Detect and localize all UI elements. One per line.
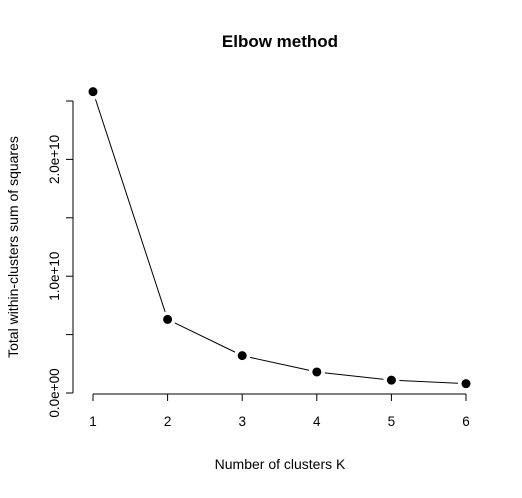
data-point — [88, 87, 98, 97]
axes: 1 2 3 4 5 6 0.0e+00 1.0e+10 2.0e+10 — [47, 100, 470, 429]
y-axis-label: Total within-clusters sum of squares — [5, 136, 21, 358]
x-tick-label: 4 — [313, 414, 321, 429]
x-tick-label: 6 — [462, 414, 470, 429]
x-tick-label: 1 — [89, 414, 97, 429]
series-layer — [88, 87, 471, 389]
data-point — [386, 375, 396, 385]
series-line-segment — [174, 322, 236, 353]
x-tick-label: 5 — [388, 414, 396, 429]
series-line-segment — [399, 380, 459, 384]
x-tick-label: 2 — [164, 414, 172, 429]
y-tick-label: 0.0e+00 — [47, 368, 62, 417]
x-tick-label: 3 — [238, 414, 246, 429]
series-line-segment — [95, 99, 166, 312]
x-axis-label: Number of clusters K — [215, 456, 346, 472]
chart-title: Elbow method — [222, 32, 338, 51]
y-tick-label: 1.0e+10 — [47, 252, 62, 301]
series-line-segment — [324, 372, 384, 380]
y-tick-label: 2.0e+10 — [47, 135, 62, 184]
data-point — [312, 367, 322, 377]
series-line-segment — [249, 356, 310, 371]
data-point — [163, 314, 173, 324]
data-point — [237, 351, 247, 361]
data-point — [461, 379, 471, 389]
